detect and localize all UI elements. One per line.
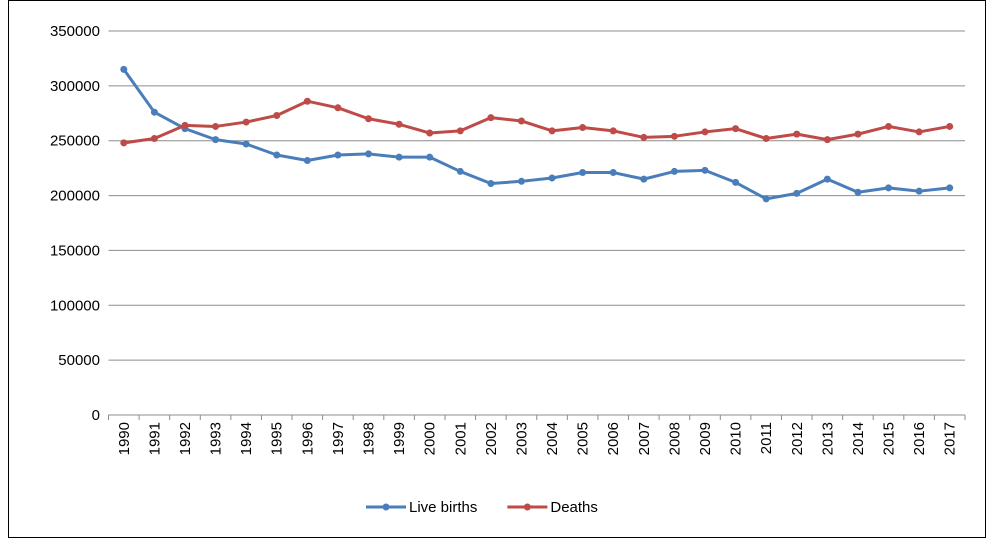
data-point — [456, 167, 464, 175]
y-tick-label: 100000 — [50, 297, 100, 314]
x-tick-label: 2017 — [942, 422, 959, 455]
x-tick-label: 1995 — [269, 422, 286, 455]
data-point — [365, 150, 373, 158]
data-point — [885, 184, 893, 192]
data-point — [670, 132, 678, 140]
x-tick-label: 2008 — [666, 422, 683, 455]
data-point — [150, 135, 158, 143]
x-tick-label: 2013 — [819, 422, 836, 455]
x-tick-label: 2001 — [452, 422, 469, 455]
x-tick-label: 2016 — [911, 422, 928, 455]
data-point — [762, 195, 770, 203]
x-tick-label: 2005 — [575, 422, 592, 455]
data-point — [150, 108, 158, 116]
data-point — [273, 111, 281, 119]
x-tick-label: 1991 — [146, 422, 163, 455]
data-point — [732, 125, 740, 133]
x-tick-label: 2010 — [728, 422, 745, 455]
data-point — [640, 175, 648, 183]
data-point — [946, 184, 954, 192]
y-tick-label: 50000 — [58, 352, 100, 369]
x-tick-label: 1998 — [361, 422, 378, 455]
x-tick-label: 1990 — [116, 422, 133, 455]
data-point — [793, 130, 801, 138]
x-tick-label: 2002 — [483, 422, 500, 455]
data-point — [548, 127, 556, 135]
data-point — [426, 129, 434, 137]
data-point — [242, 140, 250, 148]
x-tick-label: 2004 — [544, 422, 561, 455]
x-tick-label: 2003 — [513, 422, 530, 455]
data-point — [303, 156, 311, 164]
legend-label: Live births — [409, 499, 477, 516]
chart-frame — [8, 0, 986, 538]
data-point — [670, 167, 678, 175]
data-point — [181, 121, 189, 129]
data-point — [334, 104, 342, 112]
y-tick-label: 0 — [92, 407, 100, 424]
data-point — [273, 151, 281, 159]
data-point — [640, 133, 648, 141]
data-point — [793, 189, 801, 197]
x-tick-label: 1996 — [299, 422, 316, 455]
x-tick-label: 1994 — [238, 422, 255, 455]
data-point — [242, 118, 250, 126]
x-tick-label: 2006 — [605, 422, 622, 455]
x-tick-label: 2015 — [881, 422, 898, 455]
data-point — [854, 130, 862, 138]
data-point — [701, 166, 709, 174]
x-tick-label: 2014 — [850, 422, 867, 455]
data-point — [365, 115, 373, 123]
x-tick-label: 1997 — [330, 422, 347, 455]
x-tick-label: 2009 — [697, 422, 714, 455]
legend-marker — [523, 503, 531, 511]
data-point — [303, 97, 311, 105]
data-point — [487, 114, 495, 122]
data-point — [946, 122, 954, 130]
data-point — [609, 169, 617, 177]
x-tick-label: 2011 — [758, 422, 775, 454]
data-point — [487, 180, 495, 188]
data-point — [854, 188, 862, 196]
data-point — [120, 139, 128, 147]
data-point — [915, 187, 923, 195]
y-tick-label: 150000 — [50, 242, 100, 259]
x-tick-label: 1993 — [208, 422, 225, 455]
data-point — [701, 128, 709, 136]
x-tick-label: 2012 — [789, 422, 806, 455]
data-point — [609, 127, 617, 135]
legend-label: Deaths — [550, 499, 598, 516]
data-point — [762, 135, 770, 143]
data-point — [334, 151, 342, 159]
x-tick-label: 1992 — [177, 422, 194, 455]
x-tick-label: 2007 — [636, 422, 653, 455]
data-point — [517, 117, 525, 125]
data-point — [548, 174, 556, 182]
legend-marker — [382, 503, 390, 511]
data-point — [212, 122, 220, 130]
data-point — [885, 122, 893, 130]
data-point — [517, 177, 525, 185]
data-point — [212, 136, 220, 144]
y-tick-label: 350000 — [50, 23, 100, 40]
data-point — [915, 128, 923, 136]
x-tick-label: 2000 — [422, 422, 439, 455]
data-point — [579, 169, 587, 177]
y-tick-label: 300000 — [50, 78, 100, 95]
data-point — [456, 127, 464, 135]
y-tick-label: 200000 — [50, 188, 100, 205]
series-line — [123, 99, 950, 145]
data-point — [395, 120, 403, 128]
x-tick-label: 1999 — [391, 422, 408, 455]
y-tick-label: 250000 — [50, 133, 100, 150]
data-point — [823, 136, 831, 144]
data-point — [732, 178, 740, 186]
data-point — [426, 153, 434, 161]
series-line — [122, 68, 950, 201]
data-point — [823, 175, 831, 183]
data-point — [395, 153, 403, 161]
data-point — [120, 65, 128, 73]
data-point — [579, 124, 587, 132]
